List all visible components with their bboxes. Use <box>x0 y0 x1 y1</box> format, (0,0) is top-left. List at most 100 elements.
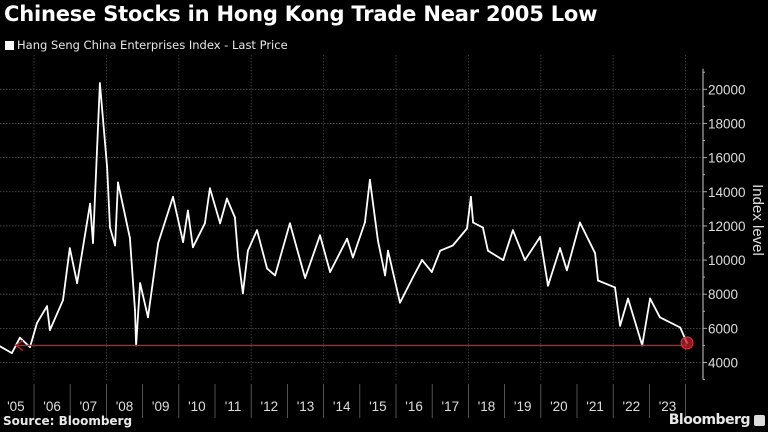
y-tick-label: 12000 <box>708 219 746 234</box>
y-tick-label: 18000 <box>708 116 746 131</box>
annotations <box>14 336 694 351</box>
series-line <box>0 82 688 354</box>
x-axis: '05 '06 '07 '08 '09 '10 '11 '12 '13 '14 '15 '16 '17 '… <box>7 384 686 418</box>
x-tick-label: '22 <box>623 399 641 414</box>
data-point <box>186 209 189 212</box>
data-point <box>329 271 332 273</box>
x-tick-label: '15 <box>369 399 387 414</box>
data-point <box>98 82 101 85</box>
data-point <box>565 269 568 272</box>
bloomberg-chart-icon <box>754 415 765 426</box>
x-tick-label: '08 <box>116 399 134 414</box>
data-point <box>451 244 454 247</box>
data-point <box>147 316 149 319</box>
data-point <box>369 178 371 181</box>
data-point <box>46 305 48 308</box>
data-point <box>114 244 116 247</box>
data-point <box>502 259 505 261</box>
data-point <box>614 286 616 289</box>
data-point <box>226 197 228 200</box>
data-point <box>512 229 514 232</box>
data-point <box>241 292 244 295</box>
data-point <box>92 242 94 244</box>
x-tick-label: '17 <box>442 399 460 414</box>
data-point <box>539 236 541 238</box>
series <box>0 82 688 355</box>
grid <box>0 55 703 380</box>
data-point <box>35 322 38 325</box>
data-point <box>627 297 629 300</box>
y-axis: 4000 6000 8000 10000 12000 14000 16000 18000 200… <box>702 68 746 381</box>
x-tick-label: '13 <box>297 399 315 414</box>
legend-label: Hang Seng China Enterprises Index - Last… <box>17 38 288 52</box>
data-point <box>319 234 321 237</box>
data-point <box>209 187 211 190</box>
data-point <box>304 277 307 279</box>
y-tick-label: 4000 <box>708 356 738 371</box>
x-tick-label: '06 <box>43 399 61 414</box>
data-point <box>363 221 366 224</box>
data-point <box>523 259 526 261</box>
latest-value-marker <box>680 336 694 350</box>
x-tick-label: '23 <box>659 399 677 414</box>
data-point <box>346 237 349 240</box>
y-tick-label: 6000 <box>708 321 738 336</box>
y-axis-label: Index level <box>749 184 766 256</box>
data-point <box>237 256 240 259</box>
data-point <box>157 242 160 244</box>
y-tick-label: 14000 <box>708 185 746 200</box>
data-point <box>76 282 78 285</box>
data-point <box>274 274 276 277</box>
data-point <box>182 241 185 244</box>
data-point <box>266 267 269 270</box>
x-tick-label: '09 <box>152 399 170 414</box>
data-point <box>487 249 489 252</box>
data-point <box>289 222 291 225</box>
data-point <box>139 282 141 285</box>
arrowhead-icon <box>14 339 24 351</box>
data-point <box>203 222 206 225</box>
data-point <box>234 216 236 219</box>
data-point <box>470 195 472 198</box>
data-point <box>594 252 596 255</box>
data-point <box>377 239 379 242</box>
x-tick-label: '05 <box>7 399 25 414</box>
data-point <box>134 309 136 312</box>
data-point <box>412 276 414 279</box>
data-point <box>256 229 258 232</box>
source-note: Source: Bloomberg <box>3 414 133 428</box>
y-tick-label: 10000 <box>708 253 746 268</box>
data-point <box>439 249 442 252</box>
data-point <box>172 195 174 198</box>
x-tick-label: '18 <box>478 399 496 414</box>
x-tick-label: '10 <box>188 399 206 414</box>
data-point <box>106 166 109 168</box>
data-point <box>559 247 561 249</box>
data-point <box>219 222 221 225</box>
data-point <box>62 299 64 302</box>
data-point <box>109 226 111 229</box>
data-point <box>399 301 401 304</box>
bloomberg-logo: Bloomberg <box>668 412 751 428</box>
x-tick-label: '20 <box>550 399 568 414</box>
data-point <box>547 284 549 287</box>
data-point <box>421 259 423 261</box>
x-tick-label: '19 <box>514 399 532 414</box>
y-tick-label: 8000 <box>708 287 738 302</box>
data-point <box>658 316 661 319</box>
data-point <box>387 249 389 252</box>
data-point <box>0 345 1 348</box>
data-point <box>597 279 599 282</box>
data-point <box>11 352 13 355</box>
data-point <box>29 346 31 349</box>
x-tick-label: '12 <box>261 399 279 414</box>
x-tick-label: '16 <box>405 399 423 414</box>
y-tick-label: 20000 <box>708 82 746 97</box>
data-point <box>49 329 51 331</box>
x-tick-label: '14 <box>333 399 351 414</box>
data-point <box>18 336 21 339</box>
y-tick-label: 16000 <box>708 151 746 166</box>
data-point <box>578 221 581 224</box>
legend: Hang Seng China Enterprises Index - Last… <box>5 38 288 52</box>
